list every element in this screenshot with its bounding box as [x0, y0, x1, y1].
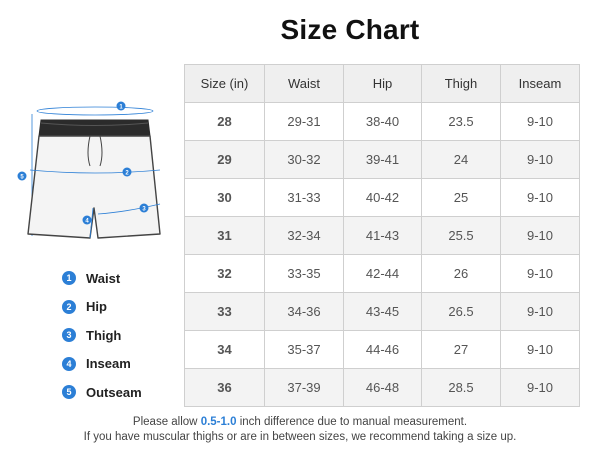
legend-item-hip: 2 Hip [62, 293, 142, 322]
legend-label: Inseam [86, 356, 131, 372]
size-cell: 33 [184, 292, 265, 331]
sizing-advice-note: If you have muscular thighs or are in be… [83, 431, 517, 443]
waist-cell: 35-37 [264, 330, 344, 369]
waist-cell: 29-31 [264, 102, 344, 141]
thigh-cell: 25.5 [421, 216, 501, 255]
inseam-cell: 9-10 [500, 330, 580, 369]
tolerance-highlight: 0.5-1.0 [200, 416, 237, 428]
table-header-row: Size (in) Waist Hip Thigh Inseam [184, 64, 580, 103]
measurement-marker: 1 [116, 101, 126, 111]
legend-label: Outseam [86, 384, 142, 400]
thigh-cell: 27 [421, 330, 501, 369]
number-badge: 2 [62, 299, 76, 314]
hip-cell: 38-40 [343, 102, 422, 141]
svg-text:1: 1 [119, 105, 123, 111]
svg-text:4: 4 [85, 219, 89, 225]
hip-cell: 40-42 [343, 178, 422, 217]
table-row: 29 30-32 39-41 24 9-10 [184, 140, 580, 179]
measurement-note: Please allow 0.5-1.0 inch difference due… [0, 416, 600, 428]
hip-cell: 44-46 [343, 330, 422, 369]
note-text: inch difference due to manual measuremen… [236, 416, 468, 428]
size-cell: 34 [184, 330, 265, 369]
number-badge: 4 [62, 356, 76, 371]
legend-item-outseam: 5 Outseam [62, 378, 142, 407]
size-table: Size (in) Waist Hip Thigh Inseam 28 29-3… [184, 64, 580, 407]
shorts-outline-icon: 1 2 3 4 5 [17, 101, 161, 239]
waist-cell: 37-39 [264, 368, 344, 407]
measurement-marker: 5 [17, 171, 27, 181]
waist-cell: 34-36 [264, 292, 344, 331]
column-header-thigh: Thigh [421, 64, 501, 103]
size-cell: 29 [184, 140, 265, 179]
legend-item-inseam: 4 Inseam [62, 350, 142, 379]
table-row: 31 32-34 41-43 25.5 9-10 [184, 216, 580, 255]
column-header-waist: Waist [264, 64, 344, 103]
waist-cell: 32-34 [264, 216, 344, 255]
legend-label: Hip [86, 299, 107, 315]
inseam-cell: 9-10 [500, 140, 580, 179]
page-title: Size Chart [280, 14, 420, 45]
column-header-size: Size (in) [184, 64, 265, 103]
number-badge: 1 [62, 271, 76, 286]
measurement-marker: 3 [139, 203, 149, 213]
number-badge: 5 [62, 385, 76, 400]
legend-label: Thigh [86, 327, 122, 343]
legend-label: Waist [86, 270, 121, 286]
table-row: 34 35-37 44-46 27 9-10 [184, 330, 580, 369]
inseam-cell: 9-10 [500, 216, 580, 255]
inseam-cell: 9-10 [500, 254, 580, 293]
size-cell: 32 [184, 254, 265, 293]
hip-cell: 43-45 [343, 292, 422, 331]
legend-item-waist: 1 Waist [62, 264, 142, 293]
column-header-hip: Hip [343, 64, 422, 103]
hip-cell: 39-41 [343, 140, 422, 179]
inseam-cell: 9-10 [500, 368, 580, 407]
size-cell: 28 [184, 102, 265, 141]
thigh-cell: 25 [421, 178, 501, 217]
size-cell: 36 [184, 368, 265, 407]
size-cell: 30 [184, 178, 265, 217]
table-row: 36 37-39 46-48 28.5 9-10 [184, 368, 580, 407]
note-text: Please allow [132, 416, 201, 428]
size-cell: 31 [184, 216, 265, 255]
table-row: 32 33-35 42-44 26 9-10 [184, 254, 580, 293]
column-header-inseam: Inseam [500, 64, 580, 103]
hip-cell: 42-44 [343, 254, 422, 293]
table-row: 30 31-33 40-42 25 9-10 [184, 178, 580, 217]
thigh-cell: 24 [421, 140, 501, 179]
thigh-cell: 28.5 [421, 368, 501, 407]
thigh-cell: 23.5 [421, 102, 501, 141]
svg-text:5: 5 [20, 175, 24, 181]
hip-cell: 41-43 [343, 216, 422, 255]
svg-text:3: 3 [142, 207, 146, 213]
thigh-cell: 26 [421, 254, 501, 293]
inseam-cell: 9-10 [500, 102, 580, 141]
waist-cell: 31-33 [264, 178, 344, 217]
hip-cell: 46-48 [343, 368, 422, 407]
inseam-cell: 9-10 [500, 178, 580, 217]
number-badge: 3 [62, 328, 76, 343]
thigh-cell: 26.5 [421, 292, 501, 331]
inseam-cell: 9-10 [500, 292, 580, 331]
legend-item-thigh: 3 Thigh [62, 321, 142, 350]
measurement-marker: 4 [82, 215, 92, 225]
waist-cell: 33-35 [264, 254, 344, 293]
svg-text:2: 2 [125, 171, 129, 177]
measurement-marker: 2 [122, 167, 132, 177]
waist-cell: 30-32 [264, 140, 344, 179]
table-row: 28 29-31 38-40 23.5 9-10 [184, 102, 580, 141]
measurement-legend: 1 Waist 2 Hip 3 Thigh 4 Inseam 5 Outseam [62, 264, 142, 407]
table-row: 33 34-36 43-45 26.5 9-10 [184, 292, 580, 331]
